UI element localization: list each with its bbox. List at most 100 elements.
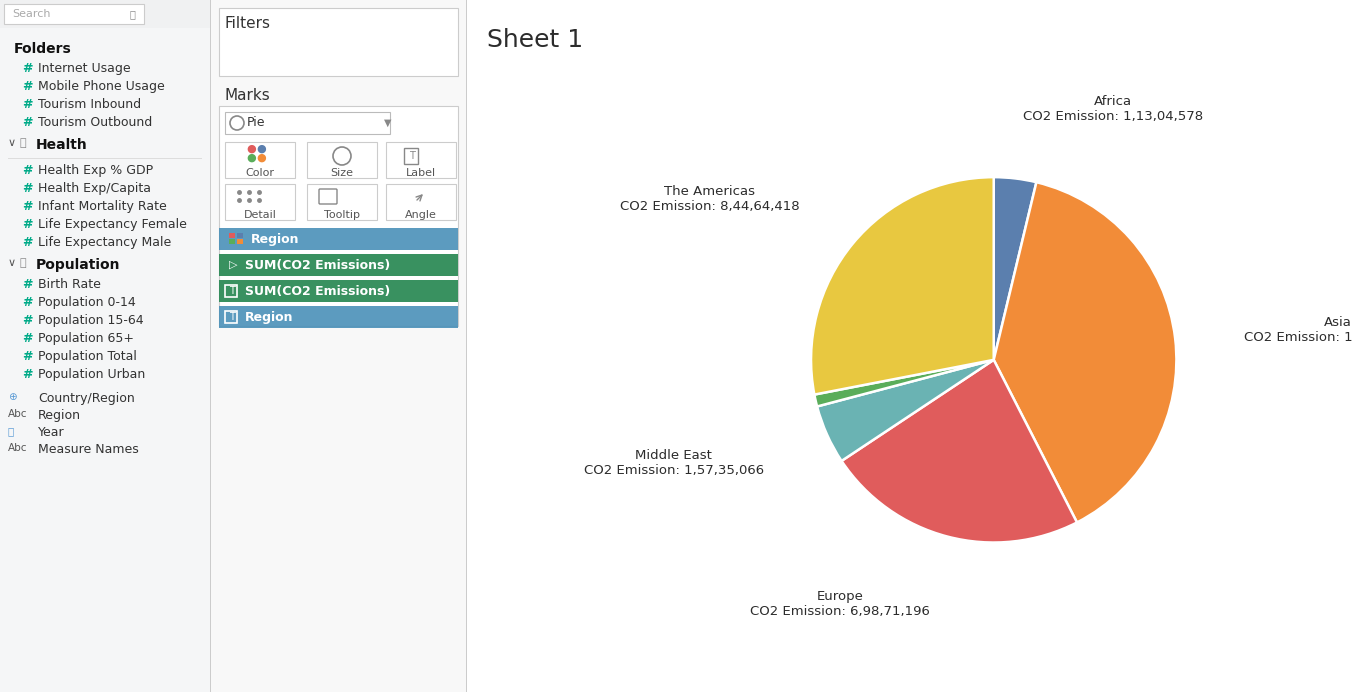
Text: Population 0-14: Population 0-14	[38, 296, 135, 309]
Bar	[219, 306, 458, 328]
Text: ●: ●	[256, 153, 266, 163]
Bar	[224, 142, 295, 178]
Text: ∨: ∨	[8, 138, 16, 148]
Bar	[228, 239, 235, 244]
Text: Country/Region: Country/Region	[38, 392, 135, 405]
Text: Region: Region	[245, 311, 293, 323]
Text: #: #	[22, 164, 32, 177]
Text: The Americas
CO2 Emission: 8,44,64,418: The Americas CO2 Emission: 8,44,64,418	[619, 185, 799, 213]
Text: Tourism Outbound: Tourism Outbound	[38, 116, 153, 129]
Text: #: #	[22, 236, 32, 249]
Text: Sheet 1: Sheet 1	[487, 28, 583, 52]
Bar	[211, 0, 466, 692]
Text: #: #	[22, 116, 32, 129]
Text: Asia
CO2 Emission: 11,65,98,578: Asia CO2 Emission: 11,65,98,578	[1244, 316, 1352, 344]
Text: Folders: Folders	[14, 42, 72, 56]
Text: Health: Health	[37, 138, 88, 152]
Text: Europe
CO2 Emission: 6,98,71,196: Europe CO2 Emission: 6,98,71,196	[750, 590, 930, 618]
Text: Search: Search	[12, 9, 50, 19]
Text: #: #	[22, 218, 32, 231]
Bar	[0, 0, 210, 28]
Text: Region: Region	[251, 233, 300, 246]
Text: ●: ●	[246, 144, 256, 154]
Text: Population 65+: Population 65+	[38, 332, 134, 345]
Text: Abc: Abc	[8, 409, 27, 419]
Bar	[4, 4, 145, 24]
Bar	[387, 184, 456, 220]
Text: Measure Names: Measure Names	[38, 443, 139, 456]
Text: Birth Rate: Birth Rate	[38, 278, 101, 291]
Bar	[219, 280, 458, 302]
Text: Tourism Inbound: Tourism Inbound	[38, 98, 141, 111]
Bar	[219, 106, 458, 326]
Bar	[0, 0, 210, 692]
Text: #: #	[22, 98, 32, 111]
Bar	[224, 184, 295, 220]
Bar	[219, 228, 458, 250]
Text: T: T	[228, 312, 235, 322]
Text: ⊕: ⊕	[8, 392, 16, 402]
Bar	[219, 254, 458, 276]
Text: Size: Size	[330, 168, 353, 178]
Text: Health Exp/Capita: Health Exp/Capita	[38, 182, 151, 195]
Bar	[387, 142, 456, 178]
Text: Life Expectancy Female: Life Expectancy Female	[38, 218, 187, 231]
Text: ▷: ▷	[228, 260, 238, 270]
Text: Tooltip: Tooltip	[324, 210, 360, 220]
Text: #: #	[22, 296, 32, 309]
Text: 🔍: 🔍	[130, 9, 135, 19]
Text: Mobile Phone Usage: Mobile Phone Usage	[38, 80, 165, 93]
Bar	[237, 239, 243, 244]
Text: Internet Usage: Internet Usage	[38, 62, 131, 75]
Text: Angle: Angle	[406, 210, 437, 220]
Text: Filters: Filters	[224, 16, 270, 31]
Wedge shape	[817, 360, 994, 461]
Text: 🗂: 🗂	[20, 138, 27, 148]
Text: T: T	[410, 151, 415, 161]
Text: 📅: 📅	[8, 426, 15, 436]
Bar	[224, 311, 237, 323]
Text: Health Exp % GDP: Health Exp % GDP	[38, 164, 153, 177]
Text: ▼: ▼	[384, 118, 392, 128]
Text: #: #	[22, 62, 32, 75]
Wedge shape	[811, 177, 994, 394]
Wedge shape	[814, 360, 994, 406]
Bar	[228, 233, 235, 238]
Text: ∨: ∨	[8, 258, 16, 268]
Text: SUM(CO2 Emissions): SUM(CO2 Emissions)	[245, 259, 391, 271]
Text: #: #	[22, 200, 32, 213]
Wedge shape	[994, 182, 1176, 522]
Wedge shape	[994, 177, 1037, 360]
Text: 🗂: 🗂	[20, 258, 27, 268]
Text: Life Expectancy Male: Life Expectancy Male	[38, 236, 172, 249]
Bar	[307, 184, 377, 220]
Text: Abc: Abc	[8, 443, 27, 453]
Text: Region: Region	[38, 409, 81, 422]
Bar	[466, 0, 1352, 692]
Text: Population 15-64: Population 15-64	[38, 314, 143, 327]
Bar	[404, 148, 418, 164]
Text: Population Total: Population Total	[38, 350, 137, 363]
Text: Pie: Pie	[247, 116, 265, 129]
Text: #: #	[22, 350, 32, 363]
Text: T: T	[228, 286, 235, 296]
Text: #: #	[22, 368, 32, 381]
Text: Year: Year	[38, 426, 65, 439]
Bar	[224, 112, 389, 134]
Text: Infant Mortality Rate: Infant Mortality Rate	[38, 200, 166, 213]
Text: Color: Color	[246, 168, 274, 178]
Bar	[307, 142, 377, 178]
Text: Africa
CO2 Emission: 1,13,04,578: Africa CO2 Emission: 1,13,04,578	[1023, 95, 1203, 123]
Text: ●: ●	[246, 153, 256, 163]
Text: #: #	[22, 182, 32, 195]
Text: #: #	[22, 278, 32, 291]
Bar	[219, 8, 458, 76]
Bar	[224, 285, 237, 297]
Text: ●: ●	[256, 144, 266, 154]
Text: #: #	[22, 332, 32, 345]
Text: Middle East
CO2 Emission: 1,57,35,066: Middle East CO2 Emission: 1,57,35,066	[584, 449, 764, 477]
Text: Population Urban: Population Urban	[38, 368, 145, 381]
Text: Population: Population	[37, 258, 120, 272]
Text: Label: Label	[406, 168, 437, 178]
Text: Marks: Marks	[224, 88, 270, 103]
